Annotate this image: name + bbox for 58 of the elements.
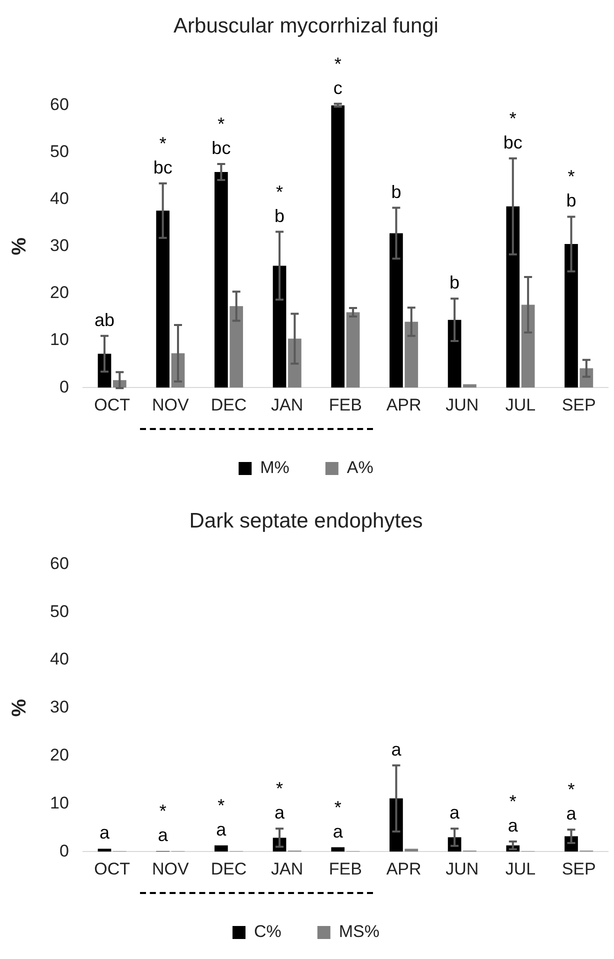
x-tick-label: DEC	[210, 859, 247, 878]
x-tick-label: APR	[386, 859, 422, 878]
x-tick-label: SEP	[562, 859, 596, 878]
annotation: * a	[158, 801, 169, 846]
annotation: * bc	[212, 114, 231, 158]
annotation: * c	[333, 54, 342, 98]
y-tick-label: 10	[50, 793, 69, 812]
annotation: * b	[566, 166, 576, 211]
y-tick-label: 20	[50, 283, 69, 302]
chart-title: Dark septate endophytes	[189, 509, 423, 532]
y-tick-label: 50	[50, 602, 69, 621]
y-tick-label: 20	[50, 745, 69, 764]
x-tick-label: JAN	[271, 859, 304, 878]
x-tick-label: NOV	[152, 395, 190, 414]
y-tick-label: 30	[50, 236, 69, 256]
y-axis-title: %	[8, 698, 31, 717]
x-tick-label: SEP	[562, 395, 596, 414]
x-tick-label: DEC	[210, 395, 247, 414]
annotation: * a	[216, 795, 228, 840]
annotation: a	[391, 739, 402, 760]
x-tick-label: JUL	[505, 859, 536, 878]
x-tick-label: FEB	[328, 395, 362, 414]
chart-title: Arbuscular mycorrhizal fungi	[174, 14, 438, 38]
annotation: b	[450, 272, 460, 293]
annotation: b	[391, 182, 402, 202]
x-tick-label: OCT	[94, 395, 130, 414]
annotation: * bc	[503, 108, 522, 152]
annotation: * a	[566, 780, 578, 824]
annotation: * b	[274, 182, 285, 226]
legend-label: M%	[260, 458, 290, 478]
x-tick-label: OCT	[94, 859, 130, 878]
legend-label: C%	[254, 922, 282, 942]
y-tick-label: 40	[50, 650, 69, 669]
x-tick-label: NOV	[152, 859, 190, 878]
y-tick-label: 0	[59, 377, 69, 396]
y-axis-title: %	[8, 237, 31, 256]
annotation: * a	[332, 797, 344, 842]
y-tick-label: 60	[50, 94, 69, 114]
legend-label: A%	[346, 458, 374, 478]
y-tick-label: 10	[50, 330, 69, 350]
x-tick-label: JUL	[505, 395, 536, 414]
y-tick-label: 40	[50, 189, 69, 208]
x-tick-label: JAN	[271, 395, 304, 414]
annotation: a	[450, 802, 461, 823]
annotation: ab	[94, 310, 115, 330]
x-tick-label: JUN	[446, 859, 479, 878]
x-tick-label: APR	[386, 395, 422, 414]
y-tick-label: 30	[50, 698, 69, 717]
annotation: * a	[508, 792, 519, 836]
annotation: a	[99, 822, 110, 843]
y-tick-label: 0	[59, 841, 69, 860]
annotation: * bc	[153, 133, 172, 178]
x-tick-label: JUN	[446, 395, 479, 414]
x-tick-label: FEB	[328, 859, 362, 878]
y-tick-label: 50	[50, 142, 69, 161]
y-tick-label: 60	[50, 554, 69, 573]
legend-label: MS%	[338, 922, 380, 942]
annotation: * a	[274, 778, 286, 823]
